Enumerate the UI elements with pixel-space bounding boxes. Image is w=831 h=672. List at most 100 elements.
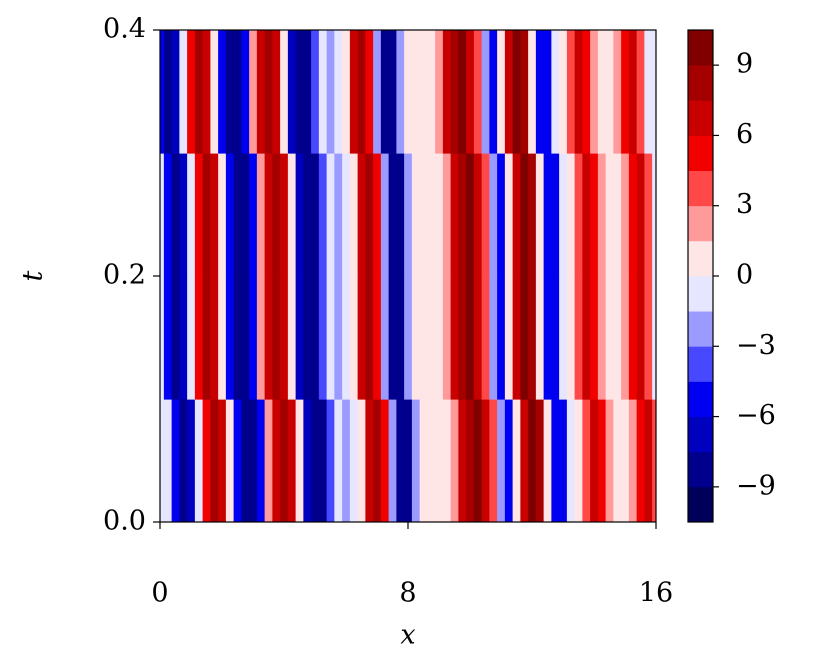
cell [512,153,521,277]
cell [187,153,196,277]
cell [497,276,506,400]
cell [590,153,599,277]
cell [504,30,514,154]
cell [644,399,653,522]
cell [256,153,266,277]
cell [396,153,405,277]
cell [334,30,343,154]
cell [326,276,335,400]
cell [357,30,366,154]
cell [179,30,188,154]
cell [163,399,173,522]
cell [218,399,227,522]
colorbar-tick-label: 6 [736,119,753,150]
cell [311,399,320,522]
colorbar-bin [688,381,713,417]
colorbar-bin [688,311,713,347]
colorbar-bin [688,486,713,523]
cell [427,153,436,277]
cell [318,399,328,522]
cell [225,276,235,400]
cell [311,30,320,154]
cell [264,153,273,277]
cell [427,399,436,522]
cell [481,276,490,400]
cell [202,30,211,154]
cell [473,30,483,154]
cell [218,153,227,277]
cell [652,276,656,400]
cell [535,30,545,154]
cell [225,30,235,154]
cell [380,276,390,400]
y-axis-label: t [18,270,49,281]
x-tick-label: 16 [639,578,673,609]
cell [644,30,653,154]
cell [628,399,638,522]
cell [373,276,382,400]
cell [171,399,180,522]
cell [559,276,568,400]
colorbar-bin [688,30,713,66]
cell [380,30,390,154]
cell [442,276,452,400]
cell [318,153,328,277]
cell [504,399,514,522]
cell [419,276,428,400]
cell [411,30,421,154]
cell [326,153,335,277]
cell [256,30,266,154]
cell [388,30,397,154]
colorbar-bin [688,135,713,171]
cell [218,276,227,400]
cell [442,30,452,154]
cell [272,276,281,400]
cell [241,30,250,154]
colorbar-bin [688,170,713,207]
cell [311,153,320,277]
cell [411,153,421,277]
colorbar-tick-label: −9 [736,470,776,501]
y-tick-label: 0.4 [103,14,146,45]
colorbar-bin [688,65,713,101]
cell [652,399,656,522]
cell [233,276,242,400]
cell [373,153,382,277]
cell [528,153,537,277]
cell [644,276,653,400]
cell [427,276,436,400]
cell [597,153,607,277]
cell [179,153,188,277]
cell [450,399,459,522]
cell [535,153,545,277]
cell [179,276,188,400]
cell [163,153,173,277]
cell [543,276,552,400]
cell [628,276,638,400]
cell [287,276,297,400]
cell [621,153,630,277]
cell [295,399,304,522]
cell [249,30,258,154]
cell [218,30,227,154]
cell [551,30,560,154]
cell [520,30,529,154]
cell [466,399,475,522]
cell [233,30,242,154]
cell [202,276,211,400]
cell [450,276,459,400]
cell [481,399,490,522]
cell [621,276,630,400]
cell [264,30,273,154]
cell [551,276,560,400]
cell [241,399,250,522]
cell [202,153,211,277]
cell [435,30,444,154]
cell [194,399,204,522]
cell [365,399,374,522]
cell [396,276,405,400]
cell [318,30,328,154]
cell [559,30,568,154]
cell [597,30,607,154]
